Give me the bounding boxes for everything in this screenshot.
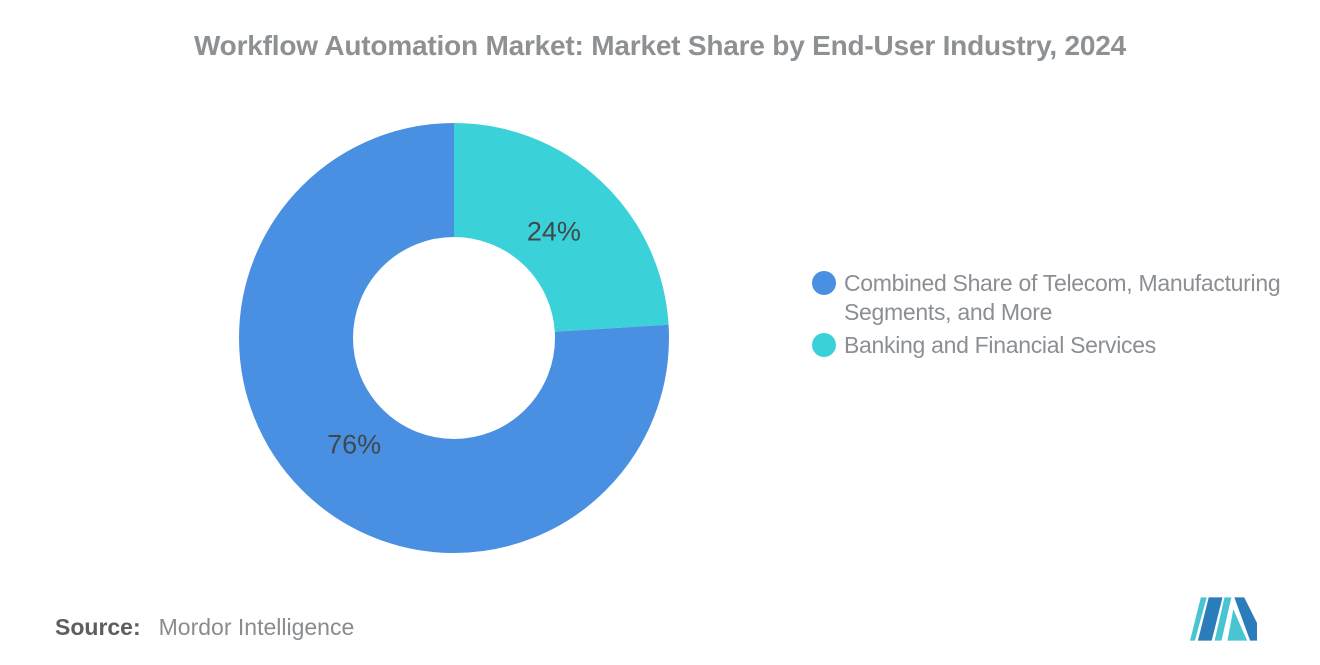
donut-chart: 24% 76% xyxy=(239,123,669,553)
source-label: Source: xyxy=(55,614,141,640)
legend-item: Banking and Financial Services xyxy=(812,331,1317,360)
logo-shape-teal-3 xyxy=(1227,609,1248,641)
legend-label: Banking and Financial Services xyxy=(844,332,1156,358)
source-value: Mordor Intelligence xyxy=(158,614,355,640)
legend-label: Combined Share of Telecom, Manufacturing… xyxy=(844,270,1281,325)
legend-swatch-icon xyxy=(812,271,836,295)
slice-data-label: 24% xyxy=(527,217,581,247)
logo-shape-teal-1 xyxy=(1190,597,1207,641)
slice-data-label: 76% xyxy=(327,429,381,459)
logo-shape-blue-2 xyxy=(1234,597,1257,641)
source-line: Source: Mordor Intelligence xyxy=(55,614,354,641)
logo-shape-teal-2 xyxy=(1214,597,1232,641)
chart-title: Workflow Automation Market: Market Share… xyxy=(193,30,1127,61)
legend-item: Combined Share of Telecom, Manufacturing… xyxy=(812,269,1317,327)
legend: Combined Share of Telecom, Manufacturing… xyxy=(812,269,1317,364)
mordor-intelligence-logo xyxy=(1190,597,1257,641)
donut-slice xyxy=(239,123,669,553)
legend-swatch-icon xyxy=(812,333,836,357)
logo-shape-blue-1 xyxy=(1197,597,1223,641)
